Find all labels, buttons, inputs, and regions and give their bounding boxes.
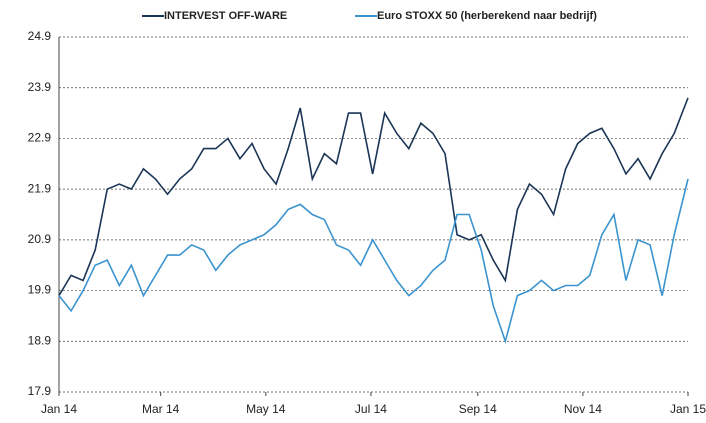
series-line bbox=[58, 178, 689, 345]
x-tick-label: Mar 14 bbox=[142, 402, 180, 416]
legend-label: INTERVEST OFF-WARE bbox=[164, 10, 287, 22]
y-tick-label: 21.9 bbox=[28, 181, 52, 195]
y-tick-label: 18.9 bbox=[28, 333, 52, 347]
legend-label: Euro STOXX 50 (herberekend naar bedrijf) bbox=[377, 10, 597, 22]
y-tick-label: 17.9 bbox=[28, 384, 52, 398]
x-tick-label: Sep 14 bbox=[459, 402, 497, 416]
x-tick-label: Nov 14 bbox=[564, 402, 602, 416]
y-tick-label: 24.9 bbox=[28, 29, 52, 43]
x-tick-label: Jan 14 bbox=[41, 402, 77, 416]
y-tick-label: 22.9 bbox=[28, 131, 52, 145]
x-tick-label: Jul 14 bbox=[355, 402, 387, 416]
series-line bbox=[58, 97, 689, 297]
x-tick-label: Jan 15 bbox=[670, 402, 706, 416]
y-tick-label: 23.9 bbox=[28, 80, 52, 94]
y-tick-label: 20.9 bbox=[28, 232, 52, 246]
x-tick-label: May 14 bbox=[246, 402, 286, 416]
y-tick-label: 19.9 bbox=[28, 283, 52, 297]
